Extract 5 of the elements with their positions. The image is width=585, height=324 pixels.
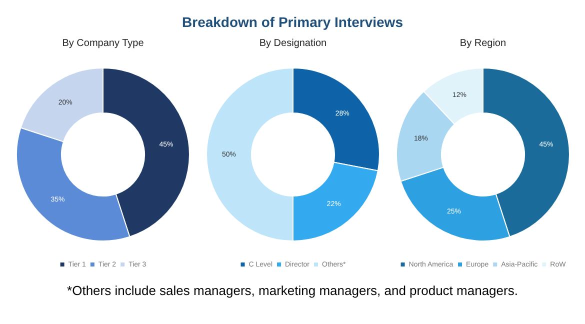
text: *Others include sales managers, marketing managers, and product managers. [66, 283, 519, 298]
chart-subtitle: By Company Type [61, 38, 145, 49]
chart-subtitle: By Designation [258, 38, 328, 49]
chart-title: Breakdown of Primary Interviews [181, 14, 404, 30]
chart-subtitle: By Region [458, 38, 508, 49]
